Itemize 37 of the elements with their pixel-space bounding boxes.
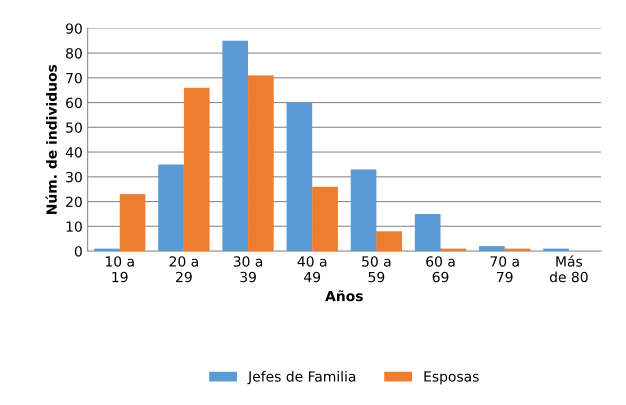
bar (312, 186, 338, 252)
y-axis-title: Núm. de individuos (46, 64, 57, 214)
bar (248, 75, 274, 252)
x-tick-label: 30 a 39 (234, 256, 262, 282)
bar (440, 248, 466, 252)
bar (120, 194, 146, 252)
x-tick-label: 20 a 29 (170, 256, 198, 282)
y-tick-label: 90 (66, 23, 82, 34)
bar (504, 248, 530, 252)
legend-label: Jefes de Familia (247, 370, 356, 384)
bar (543, 248, 569, 252)
bar (94, 248, 120, 252)
bar (222, 40, 248, 252)
y-tick-label: 50 (66, 122, 82, 133)
bar (376, 231, 402, 252)
y-tick-label: 30 (66, 172, 82, 182)
bar (286, 102, 312, 252)
bar (184, 88, 210, 252)
y-tick-label: 60 (66, 98, 82, 108)
y-tick-label: 0 (74, 246, 82, 257)
x-tick-label: 10 a 19 (106, 256, 134, 282)
x-tick-label: Más de 80 (550, 255, 588, 282)
x-axis-title: Años (325, 290, 363, 302)
x-tick-label: 50 a 59 (362, 256, 390, 282)
y-tick-label: 40 (66, 147, 82, 158)
bar (414, 214, 441, 252)
x-tick-label: 70 a 79 (490, 256, 519, 282)
x-tick-label: 40 a 49 (298, 256, 326, 282)
y-tick-label: 10 (66, 221, 82, 232)
bar (350, 169, 376, 252)
legend-label: Esposas (424, 371, 479, 384)
bar (158, 164, 184, 252)
x-tick-label: 60 a 69 (426, 256, 455, 282)
y-tick-label: 80 (66, 48, 82, 59)
bar (479, 246, 505, 252)
y-tick-label: 70 (66, 72, 82, 84)
y-tick-label: 20 (66, 196, 82, 208)
